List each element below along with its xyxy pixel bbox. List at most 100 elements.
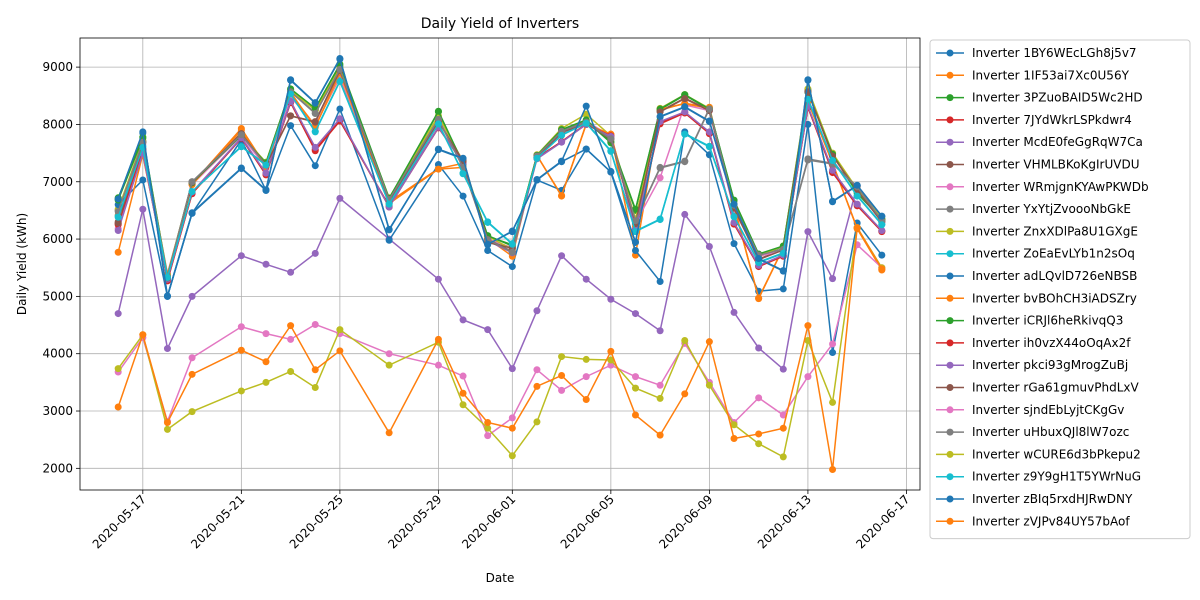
series bbox=[114, 67, 886, 282]
point bbox=[631, 411, 639, 419]
point bbox=[459, 316, 467, 324]
plot-frame bbox=[79, 37, 921, 491]
legend-marker bbox=[946, 49, 954, 57]
point bbox=[878, 251, 886, 259]
point bbox=[434, 165, 442, 173]
point bbox=[582, 396, 590, 404]
point bbox=[459, 154, 467, 162]
point bbox=[188, 292, 196, 300]
series bbox=[114, 77, 886, 281]
point bbox=[163, 425, 171, 433]
point bbox=[188, 178, 196, 186]
legend-label: Inverter zVJPv84UY57bAof bbox=[972, 514, 1130, 528]
y-tick-label: 3000 bbox=[42, 404, 73, 418]
point bbox=[681, 337, 689, 345]
point bbox=[287, 335, 295, 343]
point bbox=[484, 432, 492, 440]
point bbox=[508, 240, 516, 248]
point bbox=[114, 248, 122, 256]
point bbox=[336, 347, 344, 355]
point bbox=[508, 424, 516, 432]
point bbox=[262, 161, 270, 169]
legend-label: Inverter bvBOhCH3iADSZry bbox=[972, 291, 1137, 305]
legend-label: Inverter 1IF53ai7Xc0U56Y bbox=[972, 68, 1130, 82]
point bbox=[163, 292, 171, 300]
legend-label: Inverter iCRJl6heRkivqQ3 bbox=[972, 314, 1123, 328]
legend-marker bbox=[946, 317, 954, 325]
point bbox=[631, 238, 639, 246]
series bbox=[114, 69, 886, 302]
point bbox=[459, 170, 467, 178]
point bbox=[779, 267, 787, 275]
point bbox=[656, 112, 664, 120]
legend-label: Inverter VHMLBKoKgIrUVDU bbox=[972, 158, 1140, 172]
legend-label: Inverter uHbuxQJl8lW7ozc bbox=[972, 425, 1129, 439]
legend-label: Inverter 1BY6WEcLGh8j5v7 bbox=[972, 46, 1137, 60]
point bbox=[114, 219, 122, 227]
point bbox=[681, 158, 689, 166]
point bbox=[434, 361, 442, 369]
series-line bbox=[117, 57, 883, 297]
point bbox=[607, 361, 615, 369]
series bbox=[114, 99, 886, 284]
point bbox=[311, 110, 319, 118]
point bbox=[336, 115, 344, 123]
point bbox=[878, 265, 886, 273]
legend-marker bbox=[946, 227, 954, 235]
series-line bbox=[117, 70, 883, 301]
point bbox=[829, 465, 837, 473]
point bbox=[459, 389, 467, 397]
point bbox=[533, 307, 541, 315]
point bbox=[188, 187, 196, 195]
point bbox=[705, 105, 713, 113]
point bbox=[829, 197, 837, 205]
point bbox=[804, 120, 812, 128]
point bbox=[804, 156, 812, 164]
point bbox=[829, 166, 837, 174]
point bbox=[188, 408, 196, 416]
legend-label: Inverter ih0vzX44oOqAx2f bbox=[972, 336, 1131, 350]
point bbox=[779, 285, 787, 293]
point bbox=[484, 418, 492, 426]
point bbox=[484, 240, 492, 248]
point bbox=[311, 143, 319, 151]
x-axis-title: Date bbox=[486, 571, 515, 585]
series-line bbox=[117, 106, 883, 353]
x-tick-label: 2020-06-05 bbox=[558, 492, 617, 551]
point bbox=[631, 217, 639, 225]
point bbox=[262, 260, 270, 268]
point bbox=[829, 275, 837, 283]
point bbox=[287, 76, 295, 84]
point bbox=[188, 370, 196, 378]
point bbox=[237, 346, 245, 354]
point bbox=[287, 112, 295, 120]
y-tick-label: 7000 bbox=[42, 175, 73, 189]
point bbox=[237, 143, 245, 151]
legend-label: Inverter 3PZuoBAID5Wc2HD bbox=[972, 91, 1143, 105]
legend-label: Inverter adLQvlD726eNBSB bbox=[972, 269, 1137, 283]
point bbox=[533, 366, 541, 374]
point bbox=[558, 192, 566, 200]
point bbox=[237, 323, 245, 331]
point bbox=[755, 440, 763, 448]
point bbox=[533, 175, 541, 183]
point bbox=[262, 330, 270, 338]
point bbox=[434, 120, 442, 128]
point bbox=[705, 338, 713, 346]
point bbox=[631, 310, 639, 318]
point bbox=[631, 373, 639, 381]
chart-title: Daily Yield of Inverters bbox=[421, 16, 579, 32]
legend-label: Inverter ZoEaEvLYb1n2sOq bbox=[972, 247, 1135, 261]
point bbox=[336, 77, 344, 85]
series-line bbox=[117, 67, 883, 277]
point bbox=[139, 331, 147, 339]
point bbox=[582, 145, 590, 153]
point bbox=[336, 194, 344, 202]
point bbox=[114, 195, 122, 203]
point bbox=[656, 216, 664, 224]
legend-marker bbox=[946, 116, 954, 124]
legend-label: Inverter WRmjgnKYAwPKWDb bbox=[972, 180, 1149, 194]
point bbox=[484, 326, 492, 334]
x-tick-label: 2020-05-29 bbox=[385, 492, 444, 551]
point bbox=[114, 365, 122, 373]
